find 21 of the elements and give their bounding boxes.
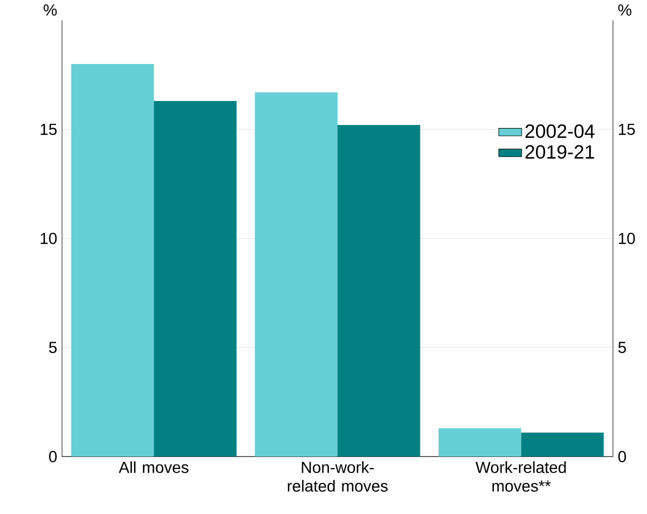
bar — [154, 101, 237, 457]
bar — [438, 428, 522, 457]
y-tick-label: 15 — [40, 124, 57, 136]
legend-label: 2002-04 — [525, 124, 594, 138]
x-tick-label: Work-related moves** — [476, 461, 566, 492]
x-tick-label: All moves — [118, 461, 188, 474]
y-tick-label: 0 — [49, 451, 57, 462]
y2-axis-title: % — [618, 4, 632, 16]
x-tick-label: Non-work-related moves — [288, 461, 388, 492]
bar — [338, 125, 420, 457]
y-tick-label: 5 — [49, 342, 57, 354]
bar — [71, 64, 154, 457]
bar — [254, 92, 338, 457]
y-axis-title: % — [44, 4, 57, 16]
y2-tick-label: 5 — [618, 342, 626, 354]
legend-label: 2019-21 — [525, 145, 594, 159]
y-tick-label: 10 — [40, 233, 57, 244]
y2-tick-label: 10 — [618, 233, 635, 244]
bar — [521, 432, 604, 457]
y2-tick-label: 15 — [618, 124, 635, 136]
y2-tick-label: 0 — [618, 451, 626, 462]
